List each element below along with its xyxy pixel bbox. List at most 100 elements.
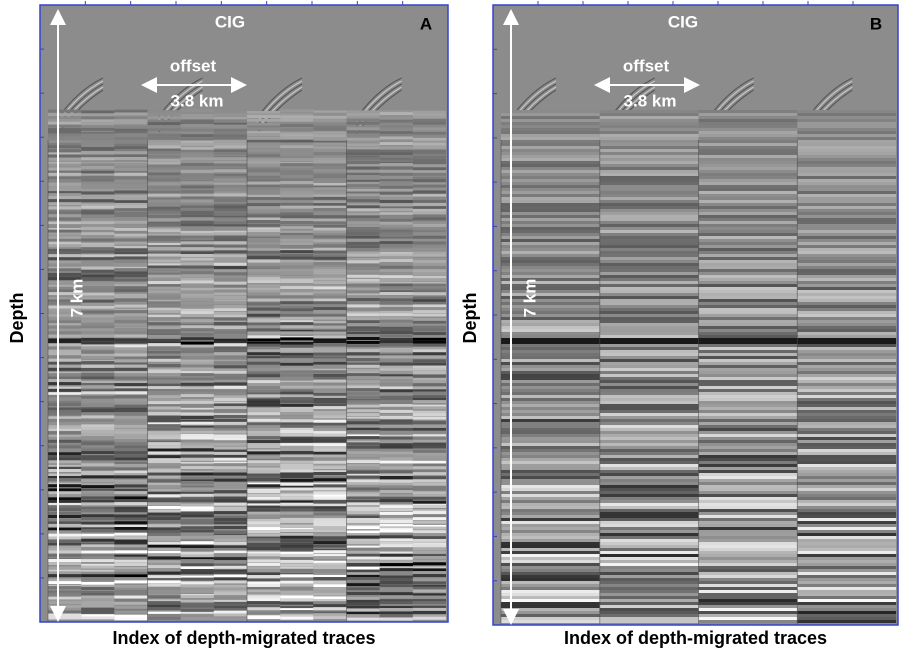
reflection-stripe: [313, 274, 347, 278]
reflection-stripe: [147, 502, 181, 506]
reflection-stripe: [280, 113, 314, 117]
reflection-stripe: [698, 392, 798, 395]
reflection-stripe: [213, 584, 248, 588]
reflection-stripe: [213, 574, 248, 578]
reflection-stripe: [599, 167, 699, 170]
reflection-stripe: [412, 184, 447, 188]
reflection-stripe: [599, 377, 699, 380]
reflection-stripe: [599, 386, 699, 389]
reflection-stripe: [48, 178, 82, 182]
reflection-stripe: [114, 344, 148, 348]
reflection-stripe: [797, 248, 897, 251]
reflection-stripe: [379, 286, 413, 290]
reflection-stripe: [114, 401, 148, 405]
reflection-stripe: [180, 521, 214, 525]
reflection-stripe: [247, 547, 281, 551]
reflection-stripe: [213, 139, 248, 143]
reflection-stripe: [698, 227, 798, 230]
reflection-stripe: [247, 289, 281, 293]
reflection-stripe: [213, 617, 248, 621]
reflection-stripe: [180, 262, 214, 266]
reflection-stripe: [48, 343, 82, 347]
reflection-stripe: [114, 598, 148, 602]
reflection-stripe: [797, 221, 897, 224]
reflection-stripe: [797, 338, 897, 341]
reflection-stripe: [698, 248, 798, 251]
reflection-stripe: [81, 361, 115, 365]
reflection-stripe: [48, 530, 82, 534]
reflection-stripe: [698, 140, 798, 143]
reflection-stripe: [213, 281, 248, 285]
reflection-stripe: [797, 551, 897, 554]
reflection-stripe: [501, 569, 600, 572]
reflection-stripe: [313, 544, 347, 548]
reflection-stripe: [797, 533, 897, 536]
reflection-stripe: [213, 317, 248, 321]
reflection-stripe: [180, 415, 214, 419]
reflection-stripe: [698, 407, 798, 410]
reflection-stripe: [147, 338, 181, 342]
x-axis-label: Index of depth-migrated traces: [112, 628, 375, 648]
reflection-stripe: [599, 539, 699, 542]
reflection-stripe: [501, 503, 600, 506]
reflection-stripe: [698, 245, 798, 248]
reflection-stripe: [313, 347, 347, 351]
reflection-stripe: [48, 566, 82, 570]
reflection-stripe: [346, 181, 380, 185]
reflection-stripe: [147, 398, 181, 402]
reflection-stripe: [379, 154, 413, 158]
reflection-stripe: [114, 362, 148, 366]
reflection-stripe: [379, 490, 413, 494]
reflection-stripe: [501, 191, 600, 194]
reflection-stripe: [599, 326, 699, 329]
reflection-stripe: [213, 187, 248, 191]
reflection-stripe: [180, 154, 214, 158]
reflection-stripe: [346, 113, 380, 117]
reflection-stripe: [797, 344, 897, 347]
reflection-stripe: [501, 206, 600, 209]
reflection-stripe: [698, 224, 798, 227]
reflection-stripe: [81, 184, 115, 188]
reflection-stripe: [501, 362, 600, 365]
reflection-stripe: [698, 398, 798, 401]
reflection-stripe: [213, 230, 248, 234]
reflection-stripe: [81, 499, 115, 503]
reflection-stripe: [379, 595, 413, 599]
reflection-stripe: [313, 146, 347, 150]
reflection-stripe: [114, 544, 148, 548]
reflection-stripe: [412, 325, 447, 329]
reflection-stripe: [280, 254, 314, 258]
reflection-stripe: [599, 395, 699, 398]
reflection-stripe: [313, 433, 347, 437]
reflection-stripe: [180, 599, 214, 603]
reflection-stripe: [147, 409, 181, 413]
reflection-stripe: [114, 550, 148, 554]
reflection-stripe: [280, 341, 314, 345]
reflection-stripe: [48, 260, 82, 264]
reflection-stripe: [412, 226, 447, 230]
reflection-stripe: [698, 251, 798, 254]
reflection-stripe: [81, 131, 115, 135]
reflection-stripe: [379, 298, 413, 302]
reflection-stripe: [114, 605, 148, 609]
reflection-stripe: [698, 299, 798, 302]
reflection-stripe: [213, 610, 248, 614]
reflection-stripe: [280, 472, 314, 476]
reflection-stripe: [313, 538, 347, 542]
reflection-stripe: [698, 425, 798, 428]
reflection-stripe: [48, 130, 82, 134]
reflection-stripe: [247, 478, 281, 482]
reflection-stripe: [180, 377, 214, 381]
reflection-stripe: [412, 410, 447, 414]
reflection-stripe: [698, 596, 798, 599]
reflection-stripe: [147, 167, 181, 171]
reflection-stripe: [346, 587, 380, 591]
reflection-stripe: [213, 113, 248, 117]
reflection-stripe: [180, 554, 214, 558]
reflection-stripe: [147, 304, 181, 308]
reflection-stripe: [797, 326, 897, 329]
reflection-stripe: [379, 473, 413, 477]
reflection-stripe: [213, 389, 248, 393]
reflection-stripe: [599, 599, 699, 602]
reflection-stripe: [346, 283, 380, 287]
